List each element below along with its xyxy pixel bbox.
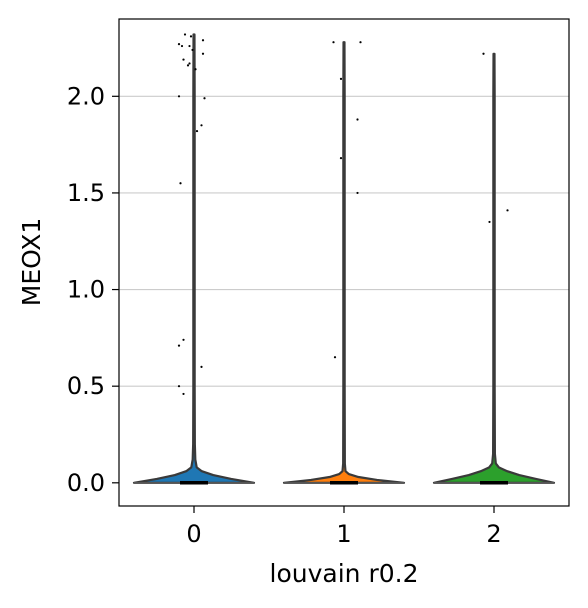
point-1-24	[339, 77, 343, 81]
violin-outline-0	[132, 33, 256, 484]
point-0-15	[195, 129, 199, 133]
violin-outline-2	[432, 52, 556, 484]
point-0-18	[177, 344, 181, 347]
point-1-22	[332, 41, 335, 44]
point-1-28	[333, 356, 337, 359]
point-0-6	[191, 48, 194, 52]
violins	[132, 33, 556, 485]
x-tick-label-0: 0	[186, 520, 201, 548]
point-1-25	[356, 118, 359, 121]
point-0-19	[200, 365, 203, 368]
y-tick-label-0: 0.0	[67, 469, 105, 497]
data-points	[177, 33, 509, 396]
point-0-4	[180, 44, 184, 48]
y-axis-label: MEOX1	[17, 218, 46, 306]
point-0-10	[186, 64, 190, 67]
point-0-20	[177, 385, 181, 388]
x-axis: 0 1 2	[186, 506, 502, 548]
x-axis-label: louvain r0.2	[270, 559, 419, 588]
point-0-8	[182, 58, 185, 61]
y-tick-label-1: 0.5	[67, 372, 105, 400]
x-tick-label-2: 2	[486, 520, 501, 548]
x-tick-label-1: 1	[336, 520, 351, 548]
point-0-3	[177, 43, 181, 46]
point-0-2	[201, 39, 205, 42]
y-tick-label-4: 2.0	[67, 82, 105, 110]
point-0-9	[188, 62, 191, 65]
point-2-30	[506, 209, 509, 212]
point-0-7	[201, 52, 205, 55]
violin-outline-1	[282, 41, 406, 484]
point-2-29	[482, 52, 485, 55]
point-0-14	[200, 124, 203, 127]
point-0-13	[177, 95, 181, 98]
point-0-0	[183, 33, 187, 36]
point-0-12	[203, 97, 206, 100]
y-tick-label-2: 1.0	[67, 276, 105, 304]
point-2-31	[488, 220, 491, 224]
point-0-11	[194, 68, 197, 71]
point-0-21	[182, 392, 185, 396]
point-1-27	[356, 191, 359, 195]
point-0-5	[188, 44, 191, 48]
y-tick-label-3: 1.5	[67, 179, 105, 207]
point-0-16	[179, 182, 182, 185]
point-1-26	[339, 157, 343, 160]
point-0-1	[189, 35, 193, 38]
y-axis: 0.0 0.5 1.0 1.5 2.0	[67, 82, 119, 497]
point-0-17	[182, 338, 185, 341]
point-1-23	[359, 41, 362, 44]
